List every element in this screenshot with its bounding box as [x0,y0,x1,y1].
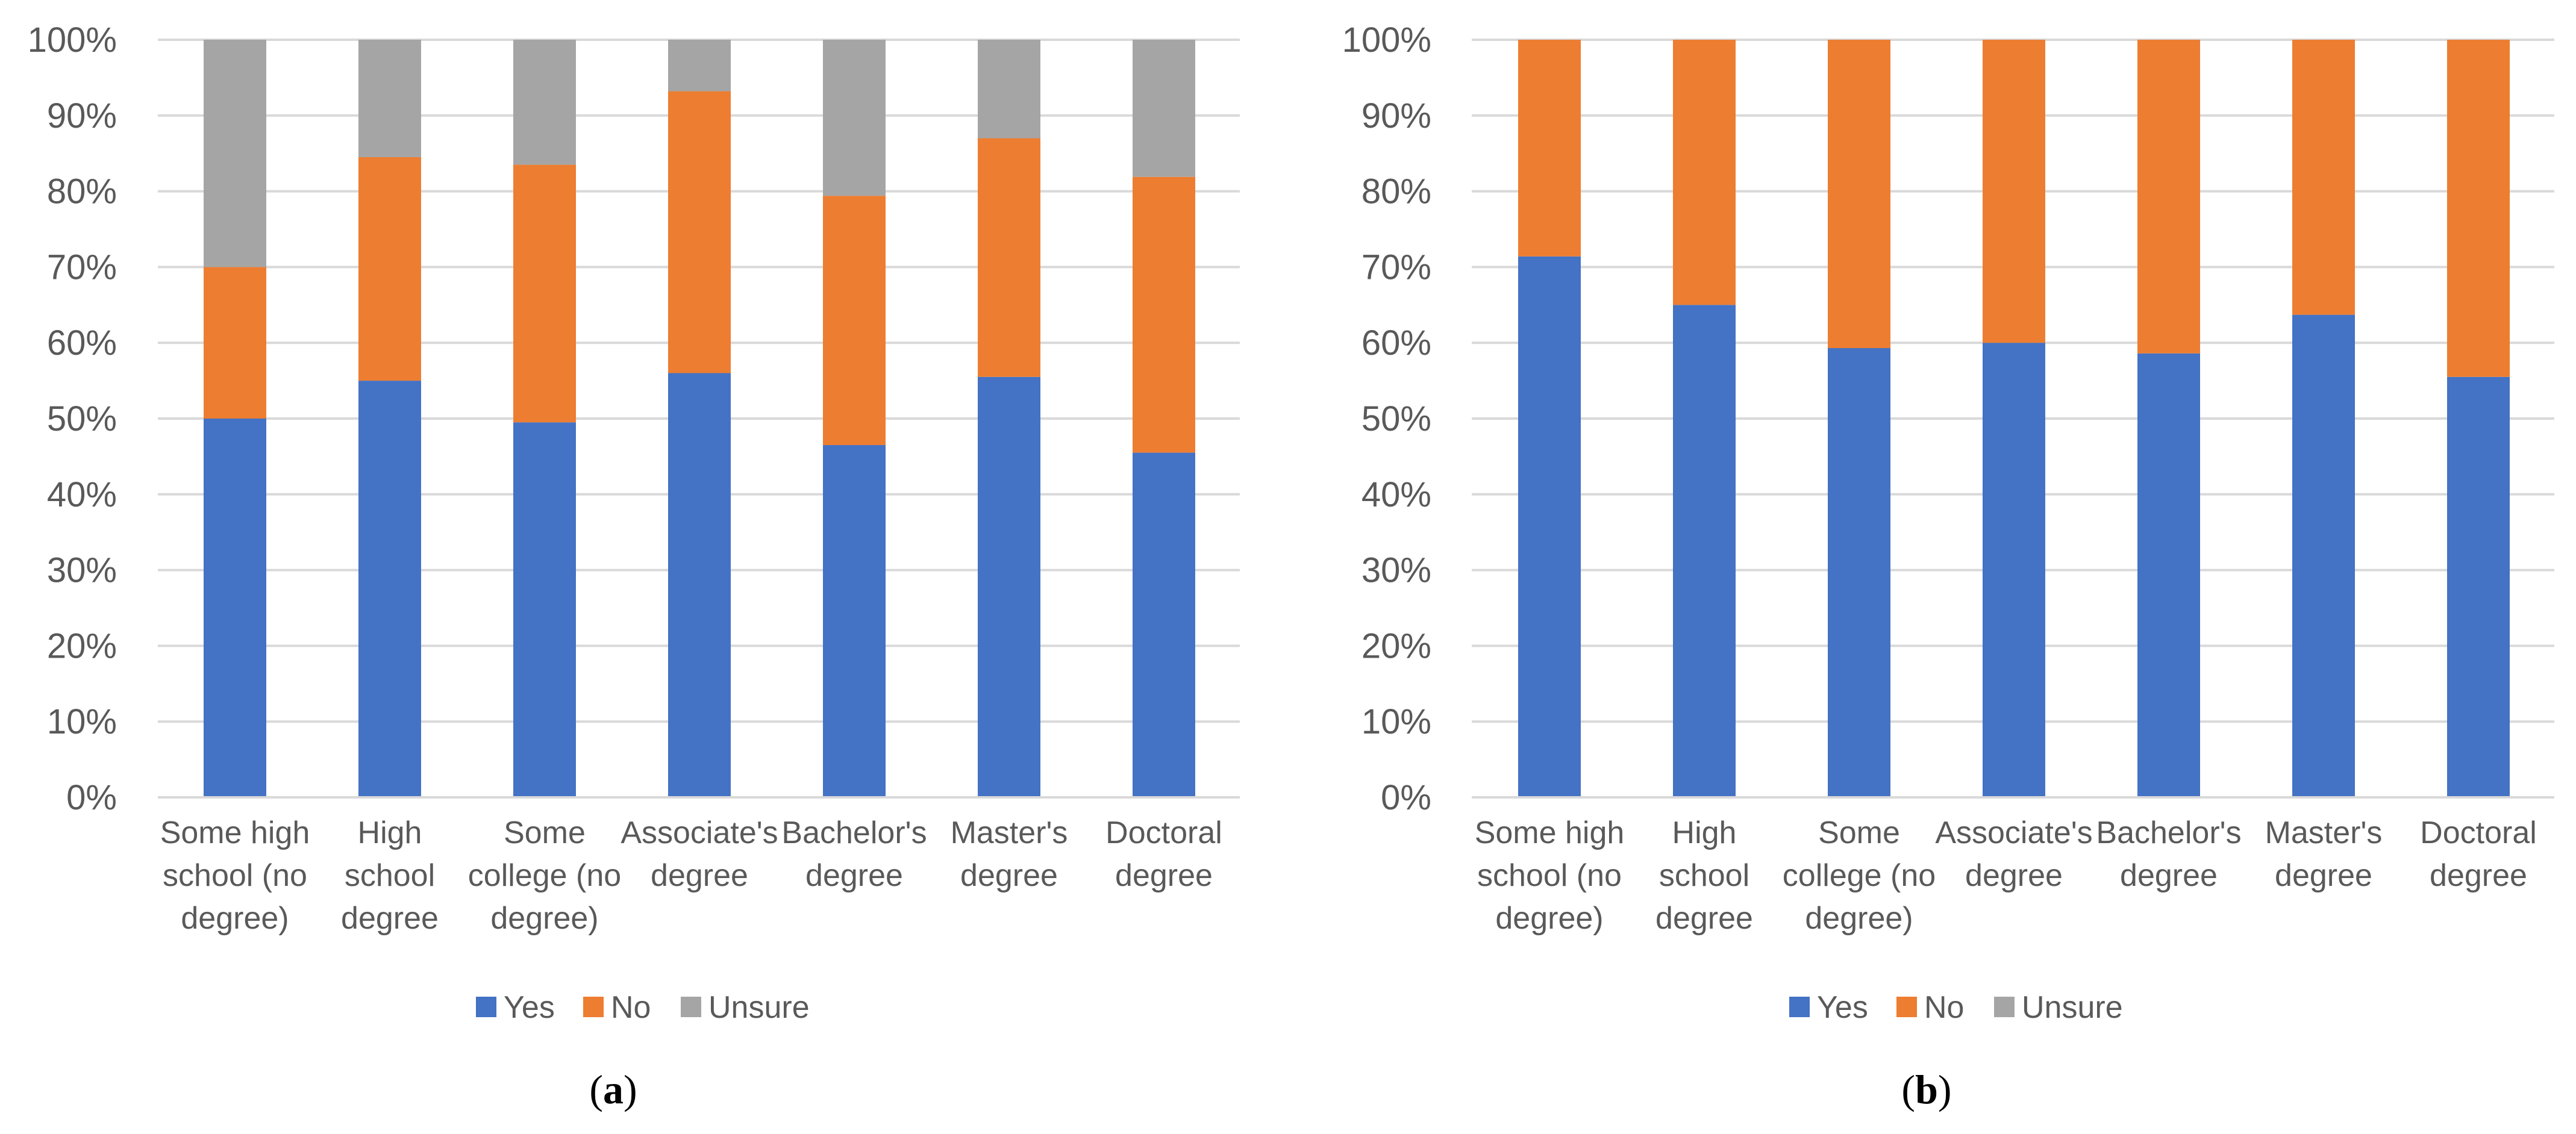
y-tick-label: 20% [1361,626,1431,665]
bar-segment-unsure [513,40,576,165]
bar-segment-no [2137,40,2200,354]
y-tick-label: 80% [47,172,117,211]
bar-segment-yes [1673,305,1736,797]
legend-label-no: No [611,990,651,1025]
bar-segment-no [1673,40,1736,305]
bar-segment-unsure [823,40,886,196]
y-tick-label: 50% [1361,399,1431,438]
panel-label: (a) [589,1067,637,1112]
legend-swatch-no [1896,997,1917,1017]
y-tick-label: 30% [1361,551,1431,590]
bar-segment-no [1983,40,2045,343]
y-tick-label: 40% [1361,475,1431,514]
bar-segment-yes [668,373,731,797]
bar-segment-yes [1133,452,1195,797]
chart-panel-a: 0% 10% 20% 30% 40% 50% 60% 70% 80% 90% 100% Some hi… [28,20,1240,1112]
y-tick-label: 90% [1361,96,1431,136]
bar-segment-yes [1828,348,1890,797]
y-tick-label: 0% [66,778,117,817]
x-category-label: High school degree [341,815,439,936]
legend-swatch-unsure [681,997,701,1017]
chart-panel-b: 0% 10% 20% 30% 40% 50% 60% 70% 80% 90% 100% Some hi… [1342,20,2554,1112]
x-category-label: Doctoral degree [2420,815,2537,893]
x-category-label: Some college (no degree) [1783,815,1936,936]
bar-segment-unsure [668,40,731,92]
bar-segment-no [978,138,1040,377]
legend-swatch-no [583,997,604,1017]
bar-segment-yes [1518,256,1581,798]
bar-segment-yes [2292,314,2355,797]
bar-segment-yes [2447,376,2510,797]
x-category-label: Master's degree [2265,815,2383,893]
y-tick-label: 70% [47,248,117,287]
bar-segment-no [358,157,421,381]
bar-segment-yes [513,422,576,797]
y-tick-label: 40% [47,475,117,514]
legend-label-no: No [1924,990,1964,1025]
y-tick-label: 60% [47,323,117,363]
y-tick-label: 20% [47,626,117,665]
y-tick-label: 10% [1361,702,1431,741]
legend-label-yes: Yes [1817,990,1868,1025]
x-category-label: High school degree [1655,815,1753,936]
legend-swatch-unsure [1994,997,2015,1017]
x-category-label: Master's degree [951,815,1068,893]
bar-segment-no [668,91,731,373]
bar-segment-no [2292,40,2355,315]
x-category-label: Associate's degree [1935,815,2092,893]
bar-segment-no [823,196,886,446]
bar-segment-no [513,164,576,423]
bar-segment-yes [978,376,1040,797]
legend-label-yes: Yes [504,990,555,1025]
legend-label-unsure: Unsure [2022,990,2123,1025]
x-category-label: Some high school (no degree) [160,815,310,936]
legend-swatch-yes [1789,997,1810,1017]
y-tick-label: 100% [28,20,117,60]
bar-segment-unsure [978,40,1040,139]
bar-segment-no [1828,40,1890,349]
bar-segment-no [2447,40,2510,377]
bar-segment-yes [1983,343,2045,797]
bar-segment-no [1133,176,1195,453]
x-category-label: Bachelor's degree [781,815,927,893]
bar-segment-unsure [1133,40,1195,177]
bar-segment-yes [358,381,421,797]
bar-segment-yes [204,419,266,797]
legend-swatch-yes [476,997,496,1017]
x-category-label: Some college (no degree) [468,815,621,936]
y-tick-label: 30% [47,551,117,590]
x-category-label: Some high school (no degree) [1475,815,1625,936]
y-tick-label: 60% [1361,323,1431,363]
y-tick-label: 10% [47,702,117,741]
bar-segment-unsure [204,40,266,267]
y-tick-label: 100% [1342,20,1431,60]
x-category-label: Doctoral degree [1105,815,1222,893]
y-tick-label: 70% [1361,248,1431,287]
legend-label-unsure: Unsure [708,990,810,1025]
y-tick-label: 80% [1361,172,1431,211]
bar-segment-yes [2137,353,2200,797]
bar-segment-no [1518,40,1581,257]
y-tick-label: 0% [1381,778,1431,817]
panel-label: (b) [1901,1067,1951,1112]
bar-segment-yes [823,445,886,797]
x-category-label: Bachelor's degree [2096,815,2241,893]
bar-segment-no [204,267,266,419]
y-tick-label: 50% [47,399,117,438]
x-category-label: Associate's degree [621,815,778,893]
bar-segment-unsure [358,40,421,157]
y-tick-label: 90% [47,96,117,136]
